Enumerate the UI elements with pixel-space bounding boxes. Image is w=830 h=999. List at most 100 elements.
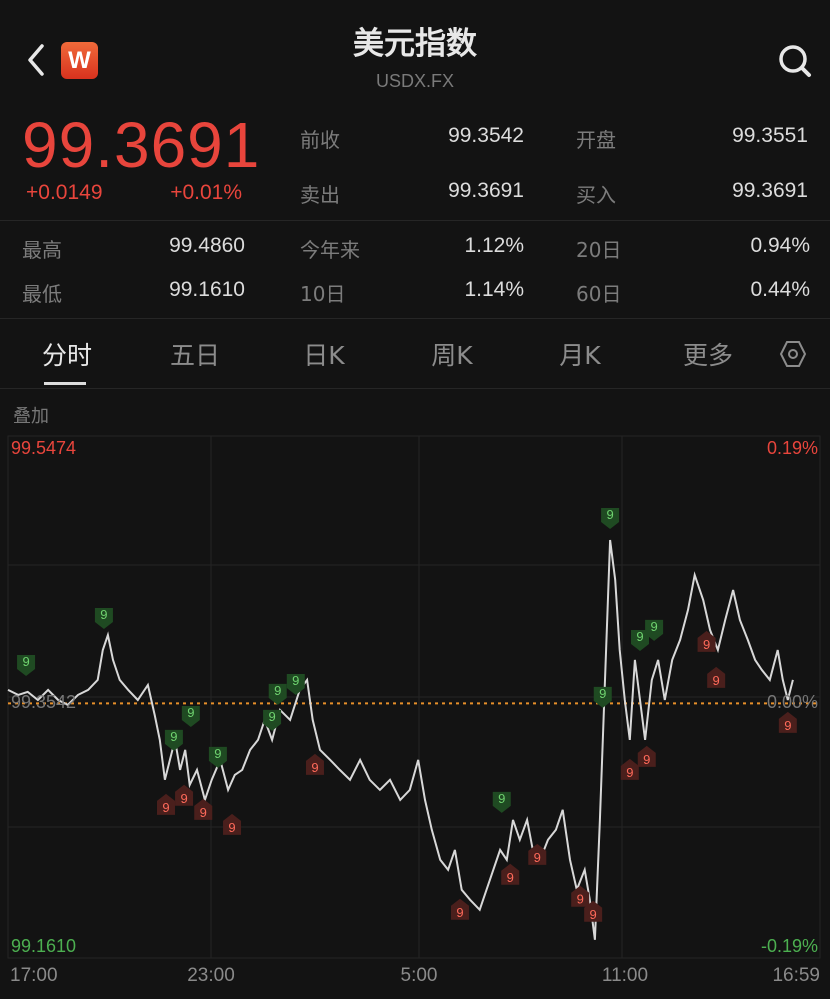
marker-label: 9 bbox=[498, 791, 505, 806]
y-mid-pct-label: 0.00% bbox=[766, 692, 818, 713]
y-max-pct-label: 0.19% bbox=[766, 438, 818, 458]
marker-label: 9 bbox=[292, 673, 299, 688]
marker-label: 9 bbox=[650, 619, 657, 634]
marker-label: 9 bbox=[590, 907, 597, 922]
stat-value: 99.3691 bbox=[732, 179, 808, 202]
symbol-code: USDX.FX bbox=[375, 71, 454, 91]
marker-badge bbox=[571, 885, 590, 907]
marker-label: 9 bbox=[577, 892, 584, 907]
marker-label: 9 bbox=[268, 709, 275, 724]
stat-label: 最低 bbox=[22, 282, 62, 306]
stat-label: 最高 bbox=[22, 238, 62, 262]
stat-value: 0.44% bbox=[750, 278, 810, 301]
stat-label: 开盘 bbox=[576, 128, 616, 152]
stat-value: 99.1610 bbox=[169, 278, 245, 301]
x-tick-label: 5:00 bbox=[400, 965, 438, 986]
marker-label: 9 bbox=[100, 607, 107, 622]
y-max-label: 99.5474 bbox=[11, 438, 77, 458]
stat-value: 99.3542 bbox=[448, 124, 524, 147]
tab-more[interactable]: 更多 bbox=[682, 341, 733, 370]
x-tick-label: 11:00 bbox=[601, 965, 649, 986]
stat-label: 60日 bbox=[576, 282, 622, 306]
marker-label: 9 bbox=[214, 746, 221, 761]
marker-label: 9 bbox=[599, 686, 606, 701]
marker-label: 9 bbox=[606, 507, 613, 522]
divider bbox=[0, 318, 830, 319]
sell-signal-marker: 9 bbox=[584, 900, 603, 922]
y-mid-label: 99.3542 bbox=[11, 692, 77, 713]
marker-badge bbox=[620, 758, 639, 780]
divider bbox=[0, 388, 830, 389]
marker-badge bbox=[697, 630, 716, 652]
marker-label: 9 bbox=[274, 683, 281, 698]
buy-signal-marker: 9 bbox=[164, 729, 183, 751]
y-min-pct-label: -0.19% bbox=[760, 936, 818, 956]
marker-badge bbox=[450, 898, 469, 920]
marker-label: 9 bbox=[187, 705, 194, 720]
marker-label: 9 bbox=[200, 805, 207, 820]
search-icon[interactable] bbox=[776, 42, 814, 80]
marker-badge bbox=[194, 798, 213, 820]
sell-signal-marker: 9 bbox=[156, 793, 175, 815]
marker-label: 9 bbox=[162, 800, 169, 815]
marker-label: 9 bbox=[170, 729, 177, 744]
marker-label: 9 bbox=[784, 718, 791, 733]
tab-weekly-k[interactable]: 周K bbox=[431, 341, 473, 370]
buy-signal-marker: 9 bbox=[17, 654, 36, 676]
stat-label: 10日 bbox=[300, 282, 346, 306]
stat-label: 今年来 bbox=[300, 238, 360, 262]
hexagon-settings-icon[interactable] bbox=[779, 340, 807, 368]
marker-badge bbox=[492, 791, 511, 813]
marker-badge bbox=[630, 629, 649, 651]
buy-signal-marker: 9 bbox=[181, 705, 200, 727]
marker-badge bbox=[637, 745, 656, 767]
stat-value: 99.4860 bbox=[169, 234, 245, 257]
stat-value: 1.14% bbox=[464, 278, 524, 301]
app-logo: W bbox=[61, 42, 98, 79]
divider bbox=[0, 220, 830, 221]
page-title: 美元指数 bbox=[353, 26, 477, 62]
sell-signal-marker: 9 bbox=[620, 758, 639, 780]
marker-label: 9 bbox=[507, 870, 514, 885]
marker-badge bbox=[175, 784, 194, 806]
stat-value: 0.94% bbox=[750, 234, 810, 257]
marker-label: 9 bbox=[643, 752, 650, 767]
tab-monthly-k[interactable]: 月K bbox=[559, 341, 601, 370]
x-tick-label: 23:00 bbox=[187, 965, 235, 986]
price-line bbox=[7, 539, 794, 940]
buy-signal-marker: 9 bbox=[645, 619, 664, 641]
stat-value: 99.3691 bbox=[448, 179, 524, 202]
buy-signal-marker: 9 bbox=[630, 629, 649, 651]
marker-label: 9 bbox=[22, 654, 29, 669]
sell-signal-marker: 9 bbox=[637, 745, 656, 767]
marker-badge bbox=[584, 900, 603, 922]
overlay-button[interactable]: 叠加 bbox=[13, 406, 49, 427]
sell-signal-marker: 9 bbox=[697, 630, 716, 652]
marker-badge bbox=[645, 619, 664, 641]
marker-badge bbox=[707, 666, 726, 688]
y-min-label: 99.1610 bbox=[11, 936, 77, 956]
price-change: +0.0149 bbox=[26, 181, 103, 204]
stat-label: 20日 bbox=[576, 238, 622, 262]
sell-signal-marker: 9 bbox=[194, 798, 213, 820]
tab-five-day[interactable]: 五日 bbox=[169, 341, 220, 370]
buy-signal-marker: 9 bbox=[593, 686, 612, 708]
marker-label: 9 bbox=[456, 905, 463, 920]
buy-signal-marker: 9 bbox=[286, 673, 305, 695]
sell-signal-marker: 9 bbox=[571, 885, 590, 907]
marker-label: 9 bbox=[626, 765, 633, 780]
tab-daily-k[interactable]: 日K bbox=[303, 341, 345, 370]
current-price: 99.3691 bbox=[22, 109, 261, 181]
marker-badge bbox=[601, 508, 620, 530]
marker-badge bbox=[94, 607, 113, 629]
stat-label: 卖出 bbox=[300, 183, 340, 207]
marker-label: 9 bbox=[180, 791, 187, 806]
sell-signal-marker: 9 bbox=[175, 784, 194, 806]
marker-label: 9 bbox=[534, 850, 541, 865]
buy-signal-marker: 9 bbox=[263, 709, 282, 731]
marker-badge bbox=[223, 813, 242, 835]
tab-intraday[interactable]: 分时 bbox=[41, 341, 92, 370]
marker-badge bbox=[286, 673, 305, 695]
back-chevron-icon[interactable] bbox=[22, 40, 52, 80]
